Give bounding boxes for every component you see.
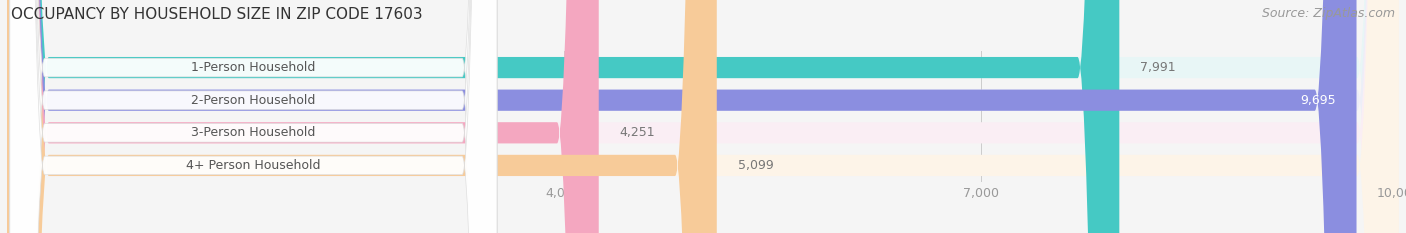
Text: 4,251: 4,251 bbox=[620, 126, 655, 139]
Text: 3-Person Household: 3-Person Household bbox=[191, 126, 315, 139]
Text: 7,991: 7,991 bbox=[1140, 61, 1175, 74]
FancyBboxPatch shape bbox=[7, 0, 1357, 233]
FancyBboxPatch shape bbox=[7, 0, 1399, 233]
FancyBboxPatch shape bbox=[10, 0, 496, 233]
Text: 5,099: 5,099 bbox=[738, 159, 773, 172]
FancyBboxPatch shape bbox=[7, 0, 1119, 233]
FancyBboxPatch shape bbox=[7, 0, 599, 233]
Text: 1-Person Household: 1-Person Household bbox=[191, 61, 315, 74]
Text: 2-Person Household: 2-Person Household bbox=[191, 94, 315, 107]
Text: 9,695: 9,695 bbox=[1301, 94, 1336, 107]
Text: 4+ Person Household: 4+ Person Household bbox=[186, 159, 321, 172]
FancyBboxPatch shape bbox=[7, 0, 1399, 233]
FancyBboxPatch shape bbox=[7, 0, 1399, 233]
FancyBboxPatch shape bbox=[10, 0, 496, 233]
FancyBboxPatch shape bbox=[7, 0, 717, 233]
Text: OCCUPANCY BY HOUSEHOLD SIZE IN ZIP CODE 17603: OCCUPANCY BY HOUSEHOLD SIZE IN ZIP CODE … bbox=[11, 7, 423, 22]
FancyBboxPatch shape bbox=[10, 0, 496, 233]
FancyBboxPatch shape bbox=[10, 0, 496, 233]
Text: Source: ZipAtlas.com: Source: ZipAtlas.com bbox=[1261, 7, 1395, 20]
FancyBboxPatch shape bbox=[7, 0, 1399, 233]
